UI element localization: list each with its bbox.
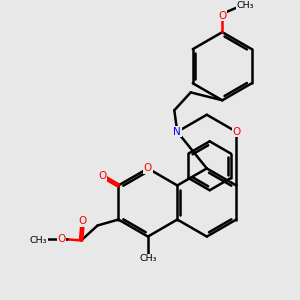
Text: CH₃: CH₃ [30,236,47,245]
Text: O: O [144,164,152,173]
Text: O: O [58,234,66,244]
Text: O: O [218,11,226,21]
Text: N: N [173,127,181,137]
Text: O: O [98,171,106,181]
Text: CH₃: CH₃ [139,254,157,263]
Text: O: O [232,127,240,137]
Text: CH₃: CH₃ [236,1,254,10]
Text: O: O [79,216,87,226]
